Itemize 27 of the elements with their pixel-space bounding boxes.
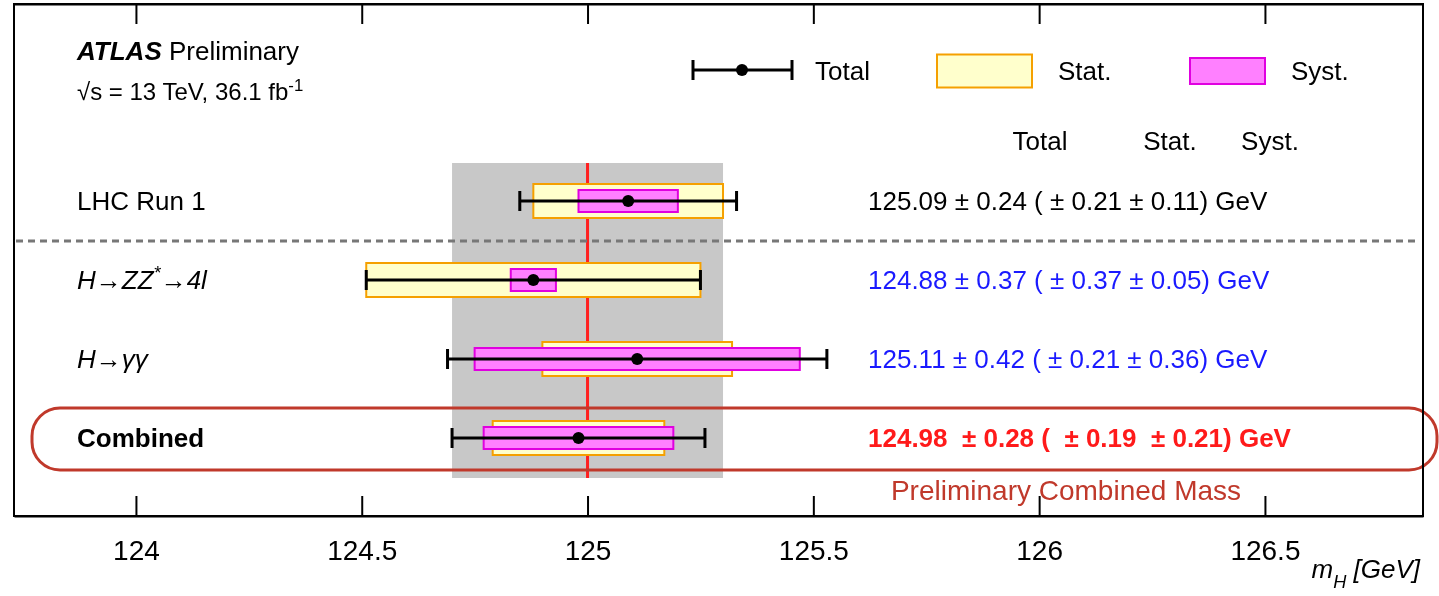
point (631, 353, 644, 365)
x-tick-label: 126 (1016, 534, 1063, 566)
x-axis-title: m$_{H}$ [GeV] (1311, 554, 1421, 592)
annotation: 125.11 ± 0.42 ( ± 0.21 ± 0.36) GeV (868, 344, 1268, 374)
x-tick-label: 125 (564, 534, 612, 566)
legend-label: Total (815, 56, 870, 86)
point (622, 195, 635, 207)
annotation: 124.88 ± 0.37 ( ± 0.37 ± 0.05) GeV (868, 265, 1270, 295)
point (572, 432, 585, 444)
x-tick-label: 124 (113, 534, 160, 566)
y-tick-label: H→γγ (77, 344, 150, 374)
legend-label: Syst. (1291, 56, 1349, 86)
chart-subtitle: √s = 13 TeV, 36.1 fb$^{-1}$ (77, 75, 304, 105)
chart-title: ATLAS Preliminary (76, 36, 299, 66)
annotation: 125.09 ± 0.24 ( ± 0.21 ± 0.11) GeV (868, 186, 1268, 216)
y-tick-label: H→ZZ$^{*}$→4l (77, 263, 209, 295)
text: Total (1012, 126, 1068, 156)
annotation: 124.98 ± 0.28 ( ± 0.19 ± 0.21) GeV (868, 423, 1292, 453)
y-tick-label: LHC Run 1 (77, 186, 206, 216)
text: Syst. (1241, 126, 1299, 156)
legend-label: Stat. (1058, 56, 1112, 86)
annotation: Preliminary Combined Mass (890, 475, 1242, 506)
x-tick-label: 126.5 (1230, 534, 1301, 566)
text: Stat. (1143, 126, 1197, 156)
y-tick-label: Combined (77, 423, 205, 453)
x-tick-label: 124.5 (327, 534, 398, 566)
x-tick-label: 125.5 (778, 534, 849, 566)
